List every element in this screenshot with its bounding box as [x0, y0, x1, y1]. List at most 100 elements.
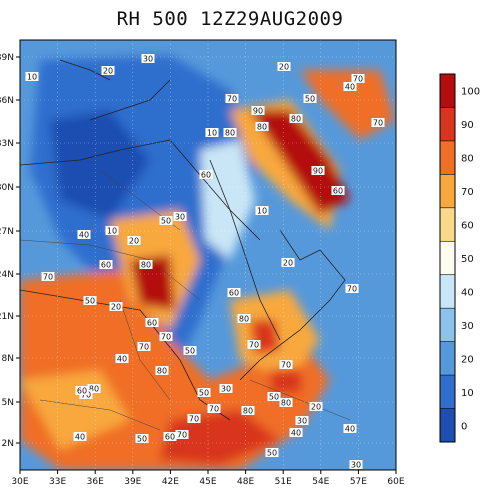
contour-label-text: 50 [199, 389, 209, 398]
humidity-field [20, 55, 395, 470]
contour-label: 80 [139, 260, 153, 270]
contour-label-bg [223, 128, 237, 137]
contour-label: 20 [309, 402, 323, 412]
contour-label-bg [137, 342, 151, 351]
contour-label-bg [197, 388, 211, 397]
contour-label-text: 50 [85, 297, 95, 306]
contour-label: 40 [343, 424, 357, 434]
contour-label: 70 [247, 340, 261, 350]
contour-label-bg [343, 82, 357, 91]
y-tick-label: 24N [0, 270, 14, 280]
contour-label: 30 [141, 54, 155, 64]
contour-label: 70 [225, 94, 239, 104]
colorbar-swatch [440, 174, 455, 208]
contour-label: 50 [135, 434, 149, 444]
contour-label-bg [155, 366, 169, 375]
contour-label-bg [87, 384, 101, 393]
high-rh-east-core [250, 320, 280, 355]
contour-label: 70 [159, 332, 173, 342]
contour-label-text: 80 [225, 129, 235, 138]
contour-label: 70 [345, 284, 359, 294]
contour-label-text: 50 [269, 393, 279, 402]
x-tick-label: 33E [49, 477, 66, 487]
contour-label-text: 10 [257, 207, 267, 216]
contour-label-bg [115, 354, 129, 363]
longitude-ticks: 30E 33E 36E 39E 42E 45E 48E 51E 54E 57E 60E [11, 470, 405, 487]
contour-label-text: 10 [107, 227, 117, 236]
contour-label-bg [289, 114, 303, 123]
contour-label-text: 60 [229, 289, 239, 298]
contour-label-text: 40 [345, 425, 355, 434]
contour-label: 80 [241, 406, 255, 416]
contour-label: 90 [311, 166, 325, 176]
contour-label: 10 [105, 226, 119, 236]
contour-label-bg [175, 430, 189, 439]
contour-label-bg [187, 414, 201, 423]
contour-label: 70 [207, 404, 221, 414]
colorbar-label: 80 [461, 154, 474, 165]
contour-label: 20 [109, 302, 123, 312]
x-tick-label: 51E [275, 477, 292, 487]
contour-label-text: 20 [111, 303, 121, 312]
contour-label-text: 60 [165, 433, 175, 442]
contour-label-bg [163, 432, 177, 441]
contour-label-bg [241, 406, 255, 415]
contour-label: 70 [351, 74, 365, 84]
y-tick-label: 2N [2, 439, 14, 449]
colorbar-label: 90 [461, 120, 474, 131]
contour-label-bg [279, 398, 293, 407]
contour-label-bg [295, 416, 309, 425]
contour-label-text: 80 [141, 261, 151, 270]
contour-label-bg [345, 284, 359, 293]
map-gridlines [20, 40, 396, 470]
contour-label-bg [141, 54, 155, 63]
contour-label: 20 [281, 258, 295, 268]
colorbar-label: 10 [461, 388, 474, 399]
contour-label-bg [173, 212, 187, 221]
contour-label-bg [83, 296, 97, 305]
contour-label: 30 [295, 416, 309, 426]
contour-label: 60 [227, 288, 241, 298]
contour-label-text: 60 [101, 261, 111, 270]
x-tick-label: 45E [199, 477, 216, 487]
contour-label: 20 [277, 62, 291, 72]
colorbar-label: 70 [461, 187, 474, 198]
contour-label-text: 80 [291, 115, 301, 124]
contour-label: 40 [115, 354, 129, 364]
contour-label: 10 [255, 206, 269, 216]
contour-label: 70 [41, 272, 55, 282]
colorbar-label: 0 [461, 421, 467, 432]
contour-label-text: 70 [43, 273, 53, 282]
colorbar-swatch [440, 274, 455, 309]
contour-label-bg [145, 318, 159, 327]
contour-label-bg [25, 72, 39, 81]
contour-label-bg [279, 360, 293, 369]
contour-label-bg [73, 432, 87, 441]
contour-label-bg [159, 216, 173, 225]
contour-label: 30 [219, 384, 233, 394]
contour-label-bg [247, 340, 261, 349]
contour-label-bg [219, 384, 233, 393]
contour-label: 50 [83, 296, 97, 306]
y-tick-label: 36N [0, 96, 14, 106]
contour-label-text: 20 [279, 63, 289, 72]
contour-label-text: 90 [253, 107, 263, 116]
contour-label-text: 70 [177, 431, 187, 440]
contour-label-bg [267, 392, 281, 401]
contour-label: 70 [371, 118, 385, 128]
y-tick-label: 39N [0, 53, 14, 63]
contour-label-bg [183, 346, 197, 355]
contour-label: 30 [349, 460, 363, 470]
contour-label-bg [159, 332, 173, 341]
contour-label-text: 40 [345, 83, 355, 92]
contour-label-bg [127, 236, 141, 245]
contour-label-text: 70 [189, 415, 199, 424]
contour-label: 60 [199, 170, 213, 180]
contour-label-bg [255, 206, 269, 215]
contour-label-bg [205, 128, 219, 137]
contour-label-text: 40 [75, 433, 85, 442]
contour-label: 40 [77, 230, 91, 240]
contour-label-text: 70 [161, 333, 171, 342]
contour-label-text: 60 [147, 319, 157, 328]
